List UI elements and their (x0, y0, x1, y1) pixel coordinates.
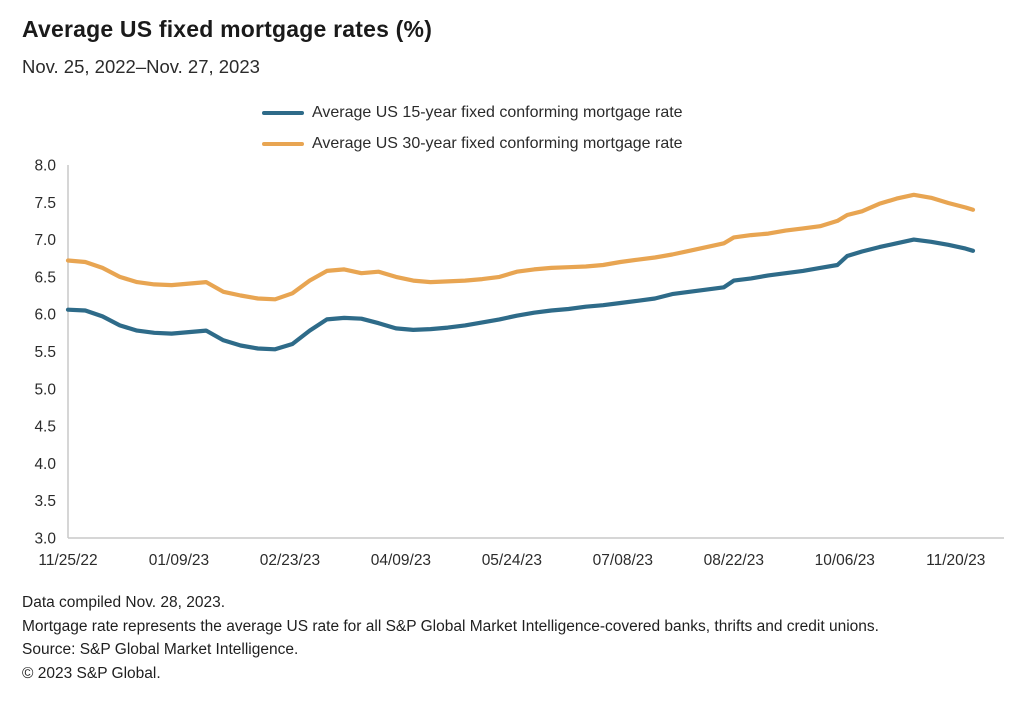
x-axis-tick-label: 08/22/23 (704, 552, 764, 569)
y-axis-tick-label: 7.5 (34, 195, 56, 212)
legend-item-30yr: Average US 30-year fixed conforming mort… (262, 135, 683, 153)
chart-legend: Average US 15-year fixed conforming mort… (262, 104, 683, 153)
x-axis-tick-label: 11/25/22 (38, 552, 97, 569)
y-axis-tick-label: 8.0 (34, 158, 56, 175)
legend-swatch-30yr-line-icon (262, 141, 304, 147)
page-title: Average US fixed mortgage rates (%) (22, 16, 433, 42)
y-axis-tick-label: 6.5 (34, 269, 56, 286)
legend-item-15yr: Average US 15-year fixed conforming mort… (262, 104, 683, 122)
y-axis-tick-label: 6.0 (34, 307, 56, 324)
series-line-30yr (65, 192, 976, 302)
y-axis-tick-label: 3.0 (34, 531, 56, 548)
footnote-methodology: Mortgage rate represents the average US … (22, 617, 879, 635)
page-subtitle: Nov. 25, 2022–Nov. 27, 2023 (22, 56, 260, 77)
mortgage-rates-line-chart: 8.0 7.5 7.0 6.5 6.0 5.5 5.0 4.5 4.0 3.5 3.0 11/25/2… (34, 158, 1004, 569)
legend-label-15yr: Average US 15-year fixed conforming mort… (312, 104, 683, 121)
chart-footnotes: Data compiled Nov. 28, 2023. Mortgage ra… (22, 591, 1004, 685)
legend-swatch-15yr-line-icon (262, 110, 304, 116)
footnote-copyright: © 2023 S&P Global. (22, 664, 161, 682)
y-axis-tick-label: 3.5 (34, 493, 56, 510)
y-axis-tick-label: 4.5 (34, 419, 56, 436)
y-axis-tick-label: 5.0 (34, 381, 56, 398)
x-axis-tick-label: 02/23/23 (260, 552, 320, 569)
footnote-source: Source: S&P Global Market Intelligence. (22, 641, 299, 659)
x-axis-tick-label: 05/24/23 (482, 552, 542, 569)
x-axis-tick-label: 04/09/23 (371, 552, 431, 569)
footnote-compiled: Data compiled Nov. 28, 2023. (22, 594, 226, 611)
x-axis-tick-label: 01/09/23 (149, 552, 209, 569)
x-axis-tick-label: 11/20/23 (926, 552, 985, 569)
legend-label-30yr: Average US 30-year fixed conforming mort… (312, 135, 683, 152)
y-axis-tick-label: 5.5 (34, 344, 56, 361)
x-axis-tick-label: 10/06/23 (815, 552, 875, 569)
series-line-15yr (65, 237, 976, 352)
y-axis-tick-label: 7.0 (34, 232, 56, 249)
x-axis-tick-label: 07/08/23 (593, 552, 653, 569)
y-axis-tick-label: 4.0 (34, 456, 56, 473)
